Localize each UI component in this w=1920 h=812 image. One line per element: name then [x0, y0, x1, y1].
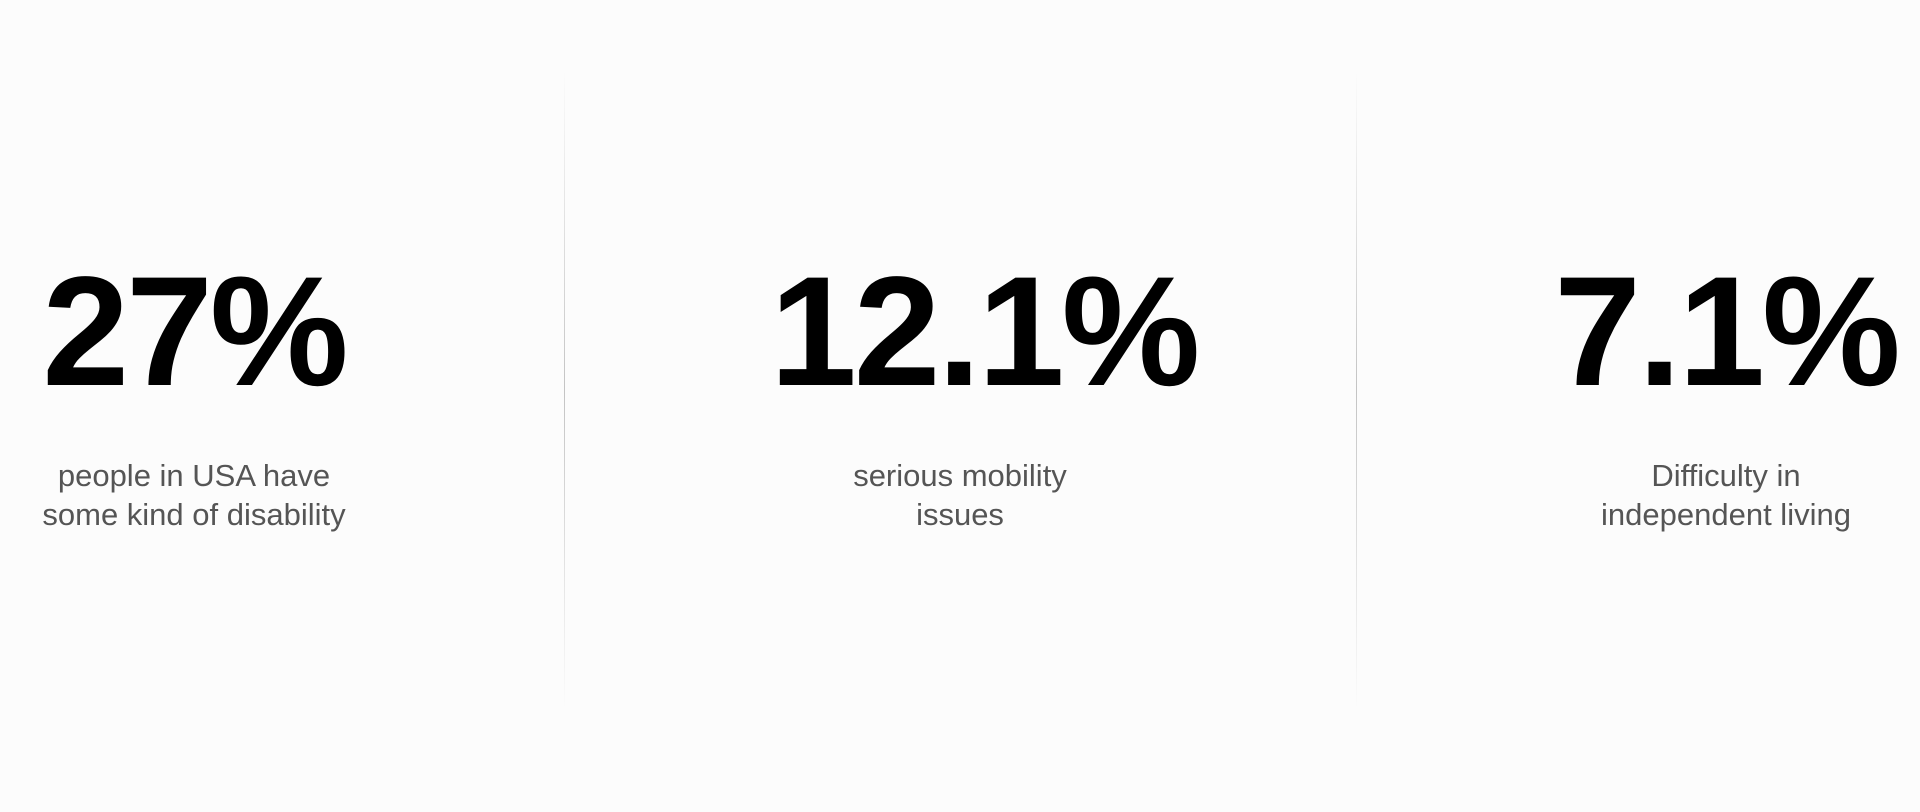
stat-label-line: some kind of disability	[42, 497, 346, 532]
stat-label: people in USA have some kind of disabili…	[4, 456, 384, 534]
stat-label-line: Difficulty in	[1651, 458, 1801, 493]
stat-label-line: independent living	[1601, 497, 1851, 532]
stat-label-line: people in USA have	[57, 458, 331, 493]
stat-label: serious mobility issues	[770, 456, 1150, 534]
stat-label-line: issues	[916, 497, 1004, 532]
stat-label: Difficulty in independent living	[1536, 456, 1916, 534]
column-divider	[1356, 70, 1357, 710]
column-divider	[564, 70, 565, 710]
stat-label-line: serious mobility	[853, 458, 1067, 493]
stat-value: 12.1%	[770, 245, 1200, 419]
stat-value: 27%	[42, 245, 348, 419]
stat-value: 7.1%	[1554, 245, 1901, 419]
